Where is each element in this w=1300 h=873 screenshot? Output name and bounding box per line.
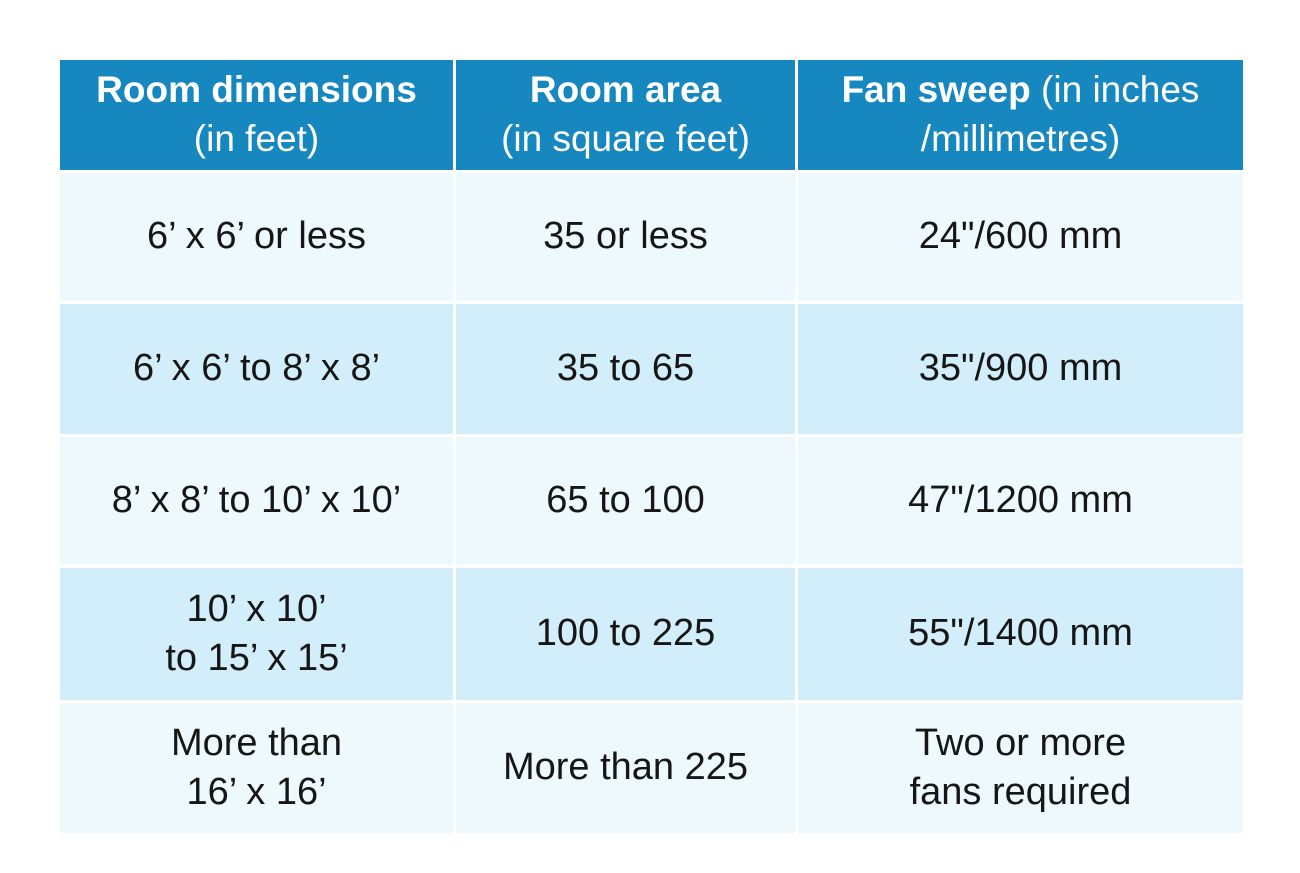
table-row: 10’ x 10’ to 15’ x 15’ 100 to 225 55"/14… <box>57 565 1246 703</box>
cell-sweep-2: 47"/1200 mm <box>795 434 1246 568</box>
cell-area-4: More than 225 <box>453 700 798 836</box>
header-line2: (in feet) <box>193 118 320 159</box>
cell-area-2: 65 to 100 <box>453 434 798 568</box>
header-title-room-dimensions: Room dimensions <box>96 69 417 111</box>
header-subtitle-inline: (in inches <box>1030 69 1200 111</box>
cell-dimensions-4: More than 16’ x 16’ <box>57 700 456 836</box>
cell-dimensions-3: 10’ x 10’ to 15’ x 15’ <box>57 565 456 703</box>
cell-sweep-3: 55"/1400 mm <box>795 565 1246 703</box>
header-title-room-area: Room area <box>529 69 722 111</box>
cell-area-0: 35 or less <box>453 170 798 304</box>
cell-area-1: 35 to 65 <box>453 301 798 437</box>
cell-dimensions-0: 6’ x 6’ or less <box>57 170 456 304</box>
header-line2: (in square feet) <box>501 118 750 159</box>
table-row: 8’ x 8’ to 10’ x 10’ 65 to 100 47"/1200 … <box>57 434 1246 568</box>
header-cell-room-dimensions: Room dimensions (in feet) <box>57 57 456 173</box>
fan-size-table: Room dimensions (in feet) Room area (in … <box>57 57 1246 836</box>
table-row: 6’ x 6’ to 8’ x 8’ 35 to 65 35"/900 mm <box>57 301 1246 437</box>
header-line2: /millimetres) <box>920 118 1121 159</box>
header-row: Room dimensions (in feet) Room area (in … <box>57 57 1246 173</box>
header-line1: Fan sweep (in inches <box>798 66 1243 115</box>
header-line1: Room dimensions <box>60 66 453 115</box>
cell-sweep-0: 24"/600 mm <box>795 170 1246 304</box>
table-row: More than 16’ x 16’ More than 225 Two or… <box>57 700 1246 836</box>
cell-area-3: 100 to 225 <box>453 565 798 703</box>
header-cell-room-area: Room area (in square feet) <box>453 57 798 173</box>
cell-sweep-4: Two or more fans required <box>795 700 1246 836</box>
cell-sweep-1: 35"/900 mm <box>795 301 1246 437</box>
cell-dimensions-2: 8’ x 8’ to 10’ x 10’ <box>57 434 456 568</box>
header-cell-fan-sweep: Fan sweep (in inches /millimetres) <box>795 57 1246 173</box>
header-line1: Room area <box>456 66 795 115</box>
table-row: 6’ x 6’ or less 35 or less 24"/600 mm <box>57 170 1246 304</box>
header-title-fan-sweep: Fan sweep <box>841 69 1031 111</box>
cell-dimensions-1: 6’ x 6’ to 8’ x 8’ <box>57 301 456 437</box>
